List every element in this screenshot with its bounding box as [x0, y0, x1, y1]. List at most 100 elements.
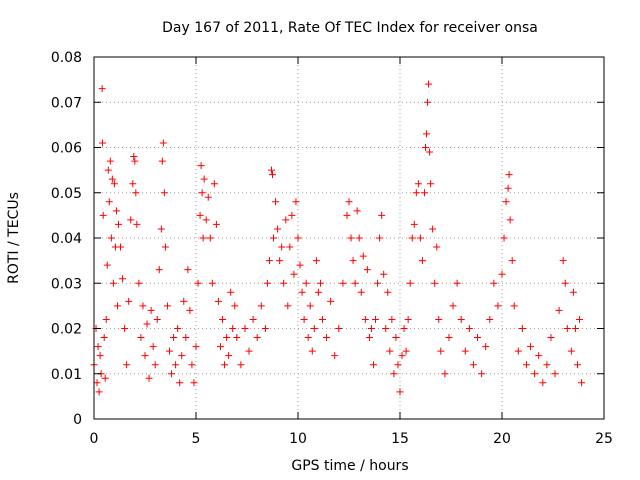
data-point	[367, 325, 375, 332]
data-point	[257, 302, 265, 310]
data-point	[357, 288, 365, 296]
data-point	[394, 361, 402, 369]
data-point	[345, 198, 353, 206]
data-point	[214, 297, 222, 305]
data-point	[505, 171, 513, 179]
data-point	[486, 315, 494, 323]
data-point	[151, 361, 159, 369]
data-point	[274, 225, 282, 233]
data-point	[569, 288, 577, 296]
y-tick-label: 0.08	[51, 50, 82, 66]
data-point	[180, 297, 188, 305]
data-point	[410, 220, 418, 228]
data-point	[161, 243, 169, 251]
data-point	[198, 189, 206, 197]
data-point	[351, 279, 359, 287]
data-point	[522, 361, 530, 369]
data-point	[437, 347, 445, 355]
data-point	[390, 370, 398, 378]
data-point	[286, 243, 294, 251]
data-point	[184, 266, 192, 274]
y-tick-label: 0	[73, 412, 82, 428]
data-point	[212, 220, 220, 228]
data-point	[204, 193, 212, 201]
data-point	[245, 347, 253, 355]
data-point	[165, 347, 173, 355]
data-point	[112, 207, 120, 215]
data-point	[423, 130, 431, 138]
x-tick-label: 15	[391, 431, 409, 447]
data-point	[294, 234, 302, 242]
data-point	[104, 166, 112, 174]
data-point	[114, 220, 122, 228]
data-point	[200, 175, 208, 183]
data-point	[369, 361, 377, 369]
y-axis-label: ROTI / TECUs	[6, 192, 22, 284]
data-point	[107, 234, 115, 242]
data-point	[576, 315, 584, 323]
data-point	[174, 325, 182, 332]
data-point	[506, 216, 514, 224]
data-point	[292, 198, 300, 206]
data-point	[237, 361, 245, 369]
data-point	[106, 157, 114, 165]
data-point	[145, 374, 153, 382]
data-point	[153, 315, 161, 323]
data-point	[105, 198, 113, 206]
y-tick-label: 0.03	[51, 276, 82, 292]
data-point	[408, 234, 416, 242]
data-point	[95, 388, 103, 396]
data-point	[578, 379, 586, 387]
data-point	[422, 144, 429, 151]
data-point	[168, 370, 176, 378]
data-point	[219, 315, 227, 323]
data-point	[108, 175, 116, 183]
data-point	[386, 347, 394, 355]
data-point	[457, 315, 465, 323]
data-point	[149, 343, 157, 351]
data-point	[396, 388, 404, 396]
data-point	[231, 302, 239, 310]
data-point	[221, 361, 229, 369]
data-point	[178, 352, 186, 360]
data-point	[194, 279, 202, 287]
data-point	[323, 334, 331, 342]
data-point	[233, 334, 241, 342]
data-point	[494, 302, 502, 310]
data-point	[404, 315, 412, 323]
data-point	[269, 171, 276, 179]
data-point	[398, 352, 406, 360]
data-point	[429, 225, 437, 233]
data-point	[426, 148, 434, 156]
data-point	[361, 315, 369, 323]
data-point	[382, 325, 390, 332]
data-point	[298, 288, 306, 296]
data-point	[304, 334, 312, 342]
x-tick-label: 10	[289, 431, 307, 447]
data-point	[555, 306, 563, 314]
data-point	[131, 157, 139, 165]
data-point	[571, 325, 579, 332]
data-point	[527, 343, 535, 351]
data-point	[563, 325, 571, 332]
data-point	[306, 302, 314, 310]
data-points	[90, 80, 586, 396]
data-point	[427, 180, 435, 188]
data-point	[199, 234, 207, 242]
data-point	[543, 361, 551, 369]
data-point	[406, 279, 414, 287]
data-point	[335, 325, 343, 332]
y-tick-label: 0.05	[51, 186, 82, 202]
y-tick-label: 0.04	[51, 231, 82, 247]
x-tick-label: 5	[192, 431, 201, 447]
data-point	[449, 302, 457, 310]
data-point	[327, 297, 335, 305]
data-point	[372, 315, 380, 323]
data-point	[130, 153, 138, 161]
data-point	[376, 234, 384, 242]
data-point	[349, 257, 357, 265]
data-point	[384, 288, 392, 296]
data-point	[402, 347, 410, 355]
data-point	[127, 216, 135, 224]
data-point	[431, 279, 439, 287]
